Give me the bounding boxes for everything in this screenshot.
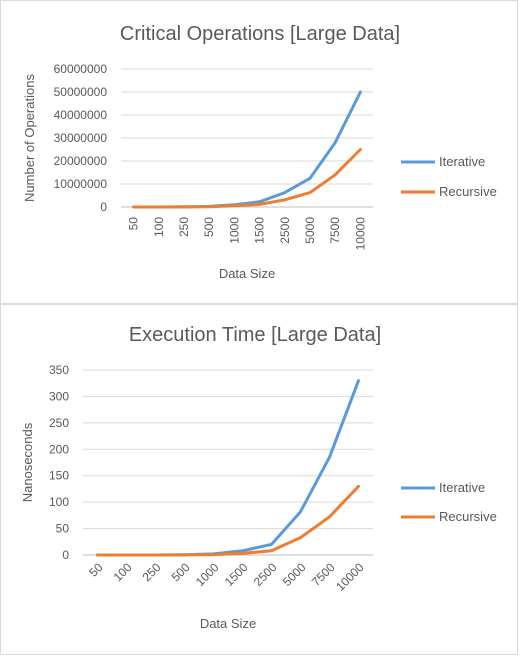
x-tick-label: 250 (177, 217, 191, 237)
y-tick-label: 250 (49, 416, 69, 430)
x-tick-label: 50 (127, 217, 141, 231)
y-tick-label: 10000000 (54, 177, 108, 191)
x-tick-label: 5000 (280, 560, 309, 589)
x-tick-label: 500 (169, 560, 193, 584)
y-tick-label: 30000000 (54, 131, 108, 145)
x-tick-label: 1500 (253, 217, 267, 244)
x-tick-label: 2500 (278, 217, 292, 244)
y-axis-title: Nanoseconds (20, 422, 35, 502)
y-tick-label: 0 (62, 548, 69, 562)
x-tick-label: 1000 (227, 217, 241, 244)
y-tick-label: 200 (49, 442, 69, 456)
x-axis-title: Data Size (200, 616, 256, 631)
x-tick-label: 5000 (303, 217, 317, 244)
y-axis-title: Number of Operations (22, 74, 37, 202)
legend-label-recursive: Recursive (439, 509, 497, 524)
x-axis-title: Data Size (219, 266, 275, 281)
execution-time-chart-svg: Execution Time [Large Data]0501001502002… (1, 305, 519, 656)
x-tick-label: 7500 (328, 217, 342, 244)
x-tick-label: 1000 (193, 560, 222, 589)
operations-chart: Critical Operations [Large Data] 0 1000000… (0, 0, 518, 304)
chart-title: Critical Operations [Large Data] (120, 23, 400, 45)
chart-title: Execution Time [Large Data] (129, 324, 381, 346)
y-tick-label: 60000000 (54, 62, 108, 76)
operations-chart-svg: Critical Operations [Large Data] 0 1000000… (1, 1, 519, 305)
y-tick-label: 40000000 (54, 108, 108, 122)
y-tick-label: 100 (49, 495, 69, 509)
x-tick-label: 10000 (333, 560, 367, 594)
x-tick-label: 100 (111, 560, 135, 584)
y-tick-label: 20000000 (54, 154, 108, 168)
legend-label-recursive: Recursive (439, 184, 497, 199)
y-tick-label: 50 (56, 522, 70, 536)
x-tick-label: 250 (140, 560, 164, 584)
legend-label-iterative: Iterative (439, 480, 485, 495)
series-line-recursive (134, 150, 361, 208)
legend-label-iterative: Iterative (439, 154, 485, 169)
x-tick-label: 500 (202, 217, 216, 237)
y-tick-label: 300 (49, 389, 69, 403)
y-tick-label: 0 (100, 200, 107, 214)
y-tick-label: 350 (49, 363, 69, 377)
x-tick-label: 100 (152, 217, 166, 237)
series-line-iterative (134, 92, 361, 207)
y-tick-label: 50000000 (54, 85, 108, 99)
x-tick-label: 2500 (251, 560, 280, 589)
x-tick-label: 10000 (353, 217, 367, 251)
x-tick-label: 50 (86, 560, 106, 580)
series-line-recursive (98, 486, 359, 555)
x-tick-label: 1500 (222, 560, 251, 589)
y-tick-label: 150 (49, 469, 69, 483)
